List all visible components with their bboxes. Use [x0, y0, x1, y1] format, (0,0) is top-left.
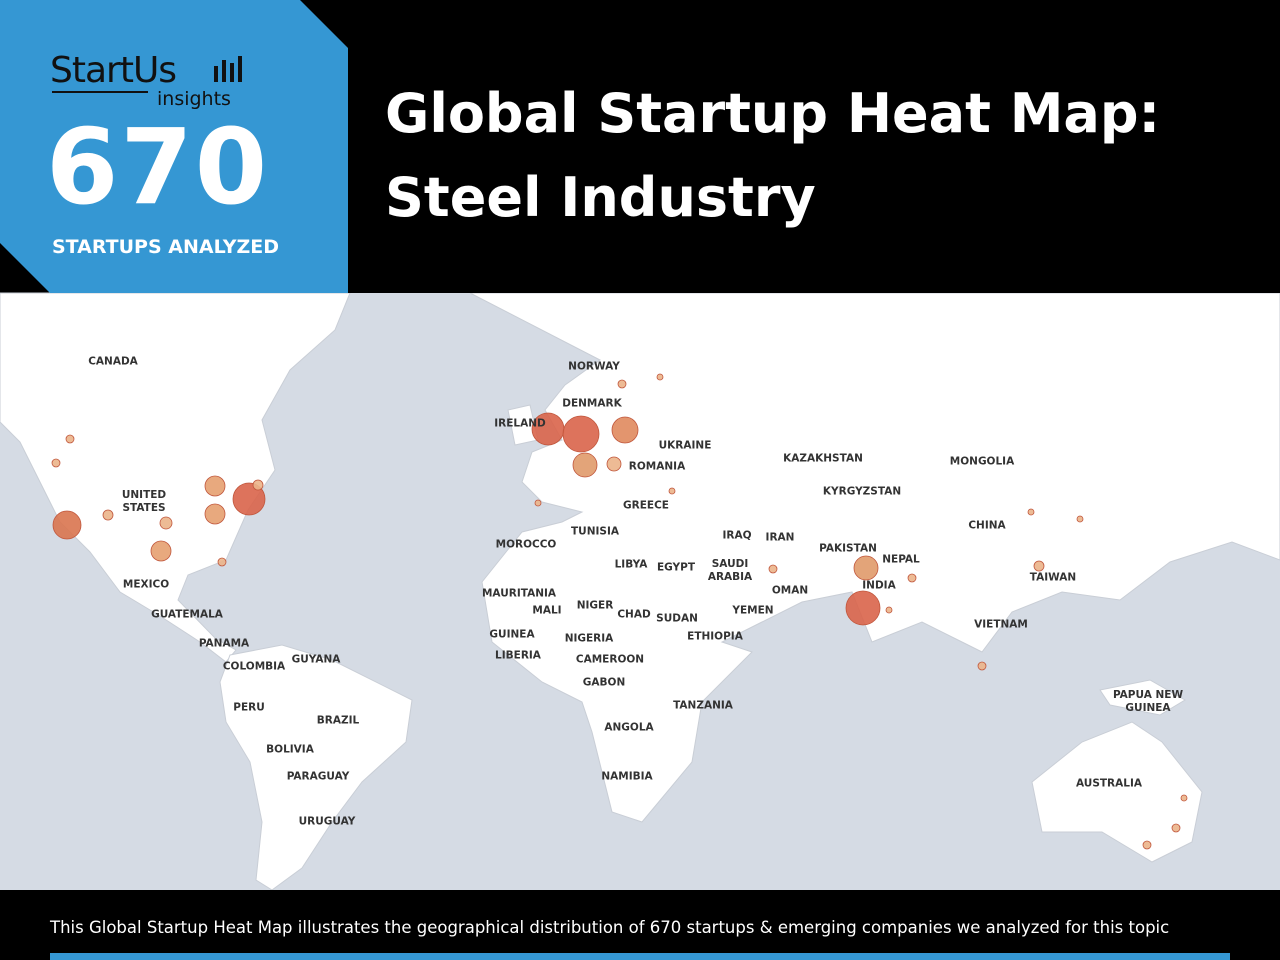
country-label: NAMIBIA — [601, 770, 653, 783]
count-label: STARTUPS ANALYZED — [52, 236, 280, 258]
country-label: PERU — [233, 701, 265, 714]
startup-bubble — [1027, 508, 1035, 516]
country-label: COLOMBIA — [222, 660, 286, 673]
startup-bubble — [1076, 515, 1084, 523]
country-label: IRAQ — [722, 529, 752, 542]
startup-bubble — [977, 661, 987, 671]
country-label: MEXICO — [122, 578, 170, 591]
startup-bubble — [1033, 560, 1045, 572]
subtitle: Steel Industry — [385, 166, 816, 229]
country-label: MAURITANIA — [481, 587, 557, 600]
country-label: PAPUA NEW GUINEA — [1112, 689, 1184, 714]
startup-bubble — [617, 379, 627, 389]
country-label: YEMEN — [732, 604, 774, 617]
country-label: NIGER — [576, 599, 614, 612]
country-label: EGYPT — [656, 561, 696, 574]
startup-bubble — [656, 373, 664, 381]
startup-bubble — [204, 503, 226, 525]
startup-bubble — [853, 555, 879, 581]
country-label: ETHIOPIA — [687, 630, 743, 643]
country-label: KYRGYZSTAN — [822, 485, 902, 498]
startup-bubble — [150, 540, 172, 562]
title-panel — [348, 0, 1280, 293]
startup-bubble — [845, 590, 881, 626]
bubbles — [51, 373, 1188, 850]
startup-bubble — [102, 509, 114, 521]
country-label: NEPAL — [882, 553, 920, 566]
startup-bubble — [1142, 840, 1152, 850]
startup-bubble — [1180, 794, 1188, 802]
country-label: UKRAINE — [658, 439, 712, 452]
startup-bubble — [159, 516, 173, 530]
startup-bubble — [232, 482, 266, 516]
startup-bubble — [252, 479, 264, 491]
country-label: PAKISTAN — [819, 542, 877, 555]
logo-bars — [214, 56, 242, 82]
startup-bubble — [606, 456, 622, 472]
country-label: MONGOLIA — [949, 455, 1015, 468]
country-label: DENMARK — [562, 397, 622, 410]
country-label: BOLIVIA — [266, 743, 314, 756]
country-label: CAMEROON — [575, 653, 645, 666]
country-label: BRAZIL — [316, 714, 360, 727]
country-label: IRELAND — [494, 417, 546, 430]
country-label: PARAGUAY — [286, 770, 350, 783]
country-label: GUINEA — [489, 628, 535, 641]
country-label: URUGUAY — [298, 815, 356, 828]
startup-bubble — [217, 557, 227, 567]
country-label: LIBERIA — [495, 649, 541, 662]
country-label: GUYANA — [291, 653, 341, 666]
country-label: NIGERIA — [564, 632, 614, 645]
logo: StartUs — [50, 50, 177, 91]
country-label: CHINA — [968, 519, 1006, 532]
country-label: AUSTRALIA — [1076, 777, 1142, 790]
country-label: TUNISIA — [571, 525, 619, 538]
country-label: INDIA — [862, 579, 896, 592]
footer-text: This Global Startup Heat Map illustrates… — [50, 918, 1170, 937]
startup-bubble — [611, 416, 639, 444]
country-label: SAUDI ARABIA — [707, 558, 753, 583]
footer-panel — [0, 890, 1280, 960]
country-label: KAZAKHSTAN — [783, 452, 863, 465]
country-label: IRAN — [765, 531, 795, 544]
startup-bubble — [668, 487, 676, 495]
country-label: VIETNAM — [974, 618, 1028, 631]
country-label: OMAN — [771, 584, 809, 597]
startup-bubble — [65, 434, 75, 444]
startup-bubble — [534, 499, 542, 507]
land — [0, 292, 1280, 891]
country-label: NORWAY — [568, 360, 620, 373]
country-label: LIBYA — [614, 558, 648, 571]
country-label: PANAMA — [198, 637, 250, 650]
startup-bubble — [572, 452, 598, 478]
country-label: CANADA — [88, 355, 138, 368]
country-label: GUATEMALA — [151, 608, 223, 621]
country-label: TANZANIA — [673, 699, 733, 712]
startup-bubble — [204, 475, 226, 497]
logo-sub: insights — [157, 88, 231, 110]
startup-bubble — [1171, 823, 1181, 833]
startup-count: 670 — [46, 106, 270, 228]
country-label: GABON — [582, 676, 626, 689]
startup-bubble — [907, 573, 917, 583]
startup-bubble — [885, 606, 893, 614]
startup-bubble — [768, 564, 778, 574]
country-label: ANGOLA — [604, 721, 654, 734]
country-label: MOROCCO — [495, 538, 557, 551]
country-label: ROMANIA — [628, 460, 686, 473]
country-label: UNITED STATES — [121, 489, 167, 514]
title: Global Startup Heat Map: — [385, 82, 1161, 145]
startup-bubble — [52, 510, 82, 540]
country-label: TAIWAN — [1029, 571, 1077, 584]
footer-rule — [50, 953, 1230, 960]
startup-bubble — [562, 415, 600, 453]
country-label: CHAD — [617, 608, 651, 621]
logo-panel — [0, 0, 348, 293]
country-label: GREECE — [623, 499, 669, 512]
startup-bubble — [51, 458, 61, 468]
country-label: MALI — [532, 604, 562, 617]
country-label: SUDAN — [656, 612, 698, 625]
